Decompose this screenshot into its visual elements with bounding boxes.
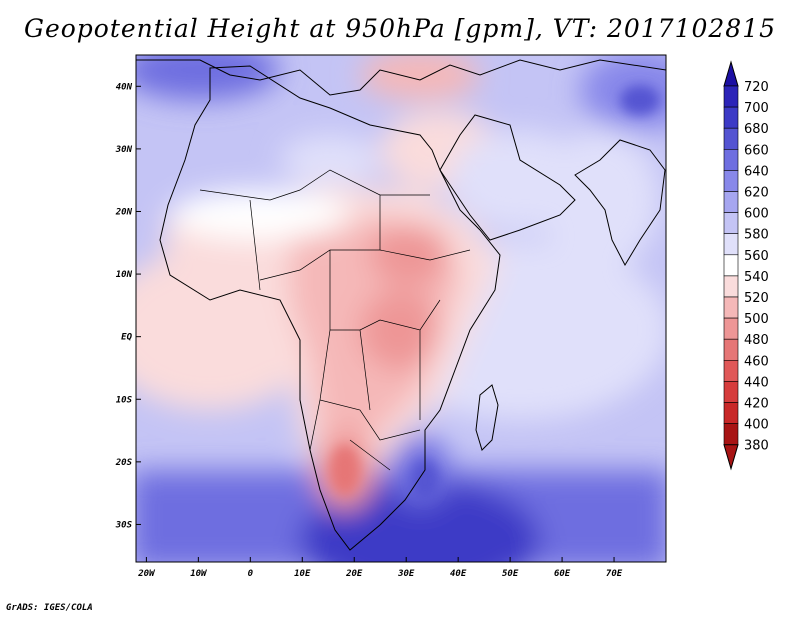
colorbar-swatch: [723, 191, 739, 213]
colorbar-swatch: [723, 254, 739, 277]
africa-coastline: [159, 65, 501, 551]
country-borders: [199, 169, 471, 471]
colorbar-swatch: [723, 212, 739, 235]
colorbar-label: 520: [744, 291, 769, 306]
lat-label: 10S: [116, 395, 133, 405]
colorbar-swatch: [723, 170, 739, 192]
colorbar-swatch: [723, 85, 739, 108]
lon-label: 20E: [345, 569, 363, 579]
colorbar-top-arrow: [723, 60, 739, 87]
credit-label: GrADS: IGES/COLA: [6, 603, 93, 613]
lat-label: 20S: [115, 458, 133, 468]
lat-label: 10N: [116, 270, 133, 280]
colorbar-label: 580: [744, 228, 769, 243]
colorbar-swatch: [723, 381, 739, 403]
lat-label: 30S: [115, 520, 133, 530]
colorbar-label: 560: [744, 249, 769, 264]
colorbar-label: 600: [744, 207, 769, 222]
colorbar-label: 440: [744, 375, 769, 390]
colorbar-bottom-arrow: [723, 444, 739, 471]
colorbar-label: 380: [744, 439, 769, 454]
colorbar-label: 640: [744, 164, 769, 179]
colorbar-label: 680: [744, 122, 769, 137]
colorbar-swatch: [723, 149, 739, 171]
arabia-coastline: [439, 114, 576, 241]
colorbar-swatch: [723, 275, 739, 298]
coastlines: [136, 59, 666, 551]
colorbar-label: 500: [744, 312, 769, 327]
europe-coastline: [136, 59, 666, 96]
lon-label: 20W: [137, 569, 156, 579]
latitude-axis: 40N 30N 20N 10N EQ 10S 20S 30S: [115, 82, 141, 530]
lat-label: 30N: [115, 145, 133, 155]
longitude-axis: 20W 10W 0 10E 20E 30E 40E 50E 60E 70E: [137, 557, 623, 579]
lon-label: 40E: [450, 569, 467, 579]
madagascar-coastline: [475, 384, 499, 451]
colorbar-swatch: [723, 402, 739, 424]
lon-label: 10W: [190, 569, 208, 579]
colorbar-label: 720: [744, 80, 769, 95]
colorbar: 720 700 680 660 640 620 600 580 560 540 520 500 480 4…: [723, 60, 769, 471]
colorbar-swatch: [723, 338, 739, 361]
colorbar-label: 460: [744, 354, 769, 369]
colorbar-swatch: [723, 296, 739, 319]
lat-label: 40N: [116, 82, 133, 92]
colorbar-label: 400: [744, 418, 769, 433]
colorbar-swatch: [723, 317, 739, 340]
colorbar-label: 420: [744, 397, 769, 412]
colorbar-label: 480: [744, 333, 769, 348]
lon-label: 0: [248, 569, 254, 579]
lat-label: 20N: [115, 207, 133, 217]
colorbar-label: 540: [744, 270, 769, 285]
colorbar-label: 620: [744, 186, 769, 201]
lon-label: 70E: [606, 569, 623, 579]
map-frame: [135, 54, 667, 563]
colorbar-label: 700: [744, 101, 769, 116]
colorbar-label: 660: [744, 143, 769, 158]
lon-label: 30E: [397, 569, 415, 579]
lon-label: 50E: [502, 569, 519, 579]
map-title: Geopotential Height at 950hPa [gpm], VT:…: [23, 14, 777, 43]
height-field: [136, 55, 666, 562]
colorbar-swatch: [723, 233, 739, 256]
lon-label: 10E: [294, 569, 311, 579]
lon-label: 60E: [554, 569, 571, 579]
lat-label: EQ: [121, 333, 132, 343]
colorbar-swatch: [723, 423, 739, 446]
colorbar-swatch: [723, 127, 739, 150]
colorbar-swatch: [723, 359, 739, 382]
colorbar-swatch: [723, 106, 739, 129]
india-coastline: [574, 139, 666, 267]
